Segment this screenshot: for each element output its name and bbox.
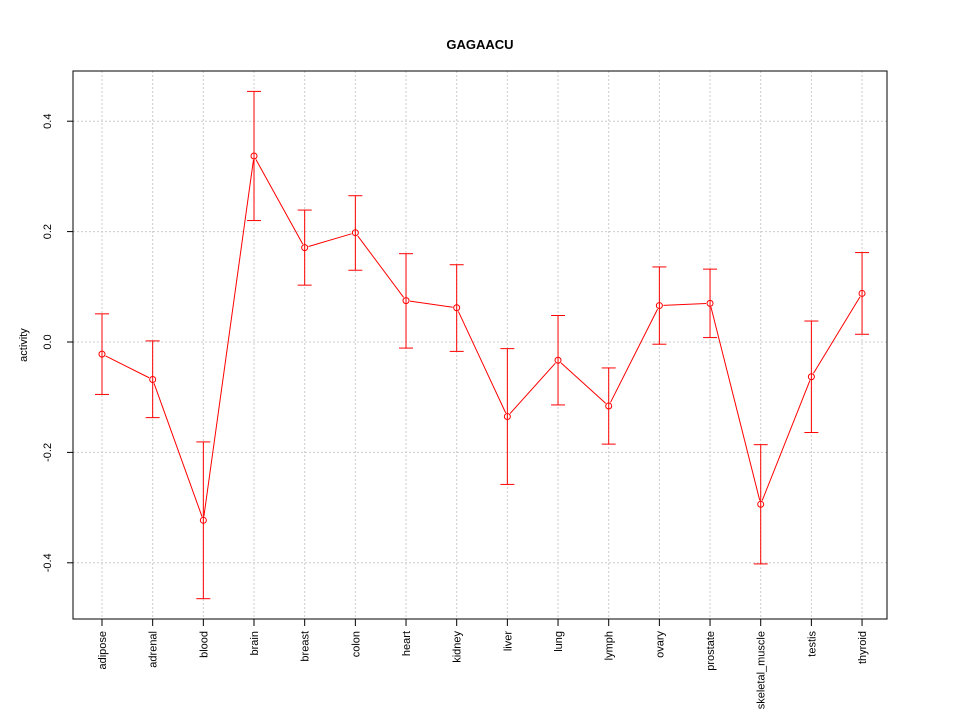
series-line-segment bbox=[663, 303, 707, 306]
series-line-segment bbox=[357, 235, 405, 298]
x-tick-label: lymph bbox=[604, 631, 616, 660]
series-line-segment bbox=[105, 355, 150, 379]
data-point bbox=[807, 373, 815, 381]
y-tick-label: -0.2 bbox=[42, 443, 54, 462]
x-tick-label: prostate bbox=[705, 631, 717, 671]
data-point bbox=[706, 299, 714, 307]
x-tick-label: colon bbox=[350, 631, 362, 657]
series-line-segment bbox=[761, 380, 811, 501]
x-tick-label: breast bbox=[300, 631, 312, 662]
y-axis: -0.4 -0.2 0.0 0.2 0.4 bbox=[42, 114, 73, 572]
x-tick-label: lung bbox=[553, 631, 565, 652]
data-point bbox=[351, 229, 359, 237]
x-tick-label: adipose bbox=[97, 631, 109, 670]
y-tick-label: 0.0 bbox=[42, 334, 54, 349]
series-line-segment bbox=[153, 383, 203, 517]
y-axis-label: activity bbox=[18, 328, 30, 362]
data-point bbox=[453, 304, 461, 312]
data-point bbox=[98, 350, 106, 358]
plot-frame bbox=[72, 70, 888, 620]
x-axis: adipose adrenal blood brain breast colon heart… bbox=[97, 619, 869, 709]
y-tick-label: -0.4 bbox=[42, 553, 54, 572]
series-line-segment bbox=[457, 311, 507, 414]
data-series bbox=[95, 90, 870, 600]
x-tick-label: kidney bbox=[452, 631, 464, 663]
y-tick-label: 0.2 bbox=[42, 224, 54, 239]
series-line-segment bbox=[203, 159, 254, 517]
x-tick-label: heart bbox=[401, 631, 413, 656]
data-point bbox=[655, 302, 663, 310]
x-tick-label: adrenal bbox=[148, 631, 160, 668]
data-point bbox=[605, 402, 613, 410]
y-tick-label: 0.4 bbox=[42, 114, 54, 129]
chart-title: GAGAACU bbox=[446, 37, 513, 52]
x-tick-label: liver bbox=[502, 631, 514, 652]
x-tick-label: brain bbox=[249, 631, 261, 655]
x-tick-label: blood bbox=[198, 631, 210, 658]
grid bbox=[73, 71, 887, 619]
data-point bbox=[554, 356, 562, 364]
series-line-segment bbox=[409, 300, 453, 308]
data-point bbox=[250, 152, 258, 160]
series-line-segment bbox=[255, 159, 304, 245]
data-point bbox=[301, 244, 309, 252]
series-line-segment bbox=[560, 362, 607, 404]
data-point bbox=[149, 376, 157, 384]
series-line-segment bbox=[509, 362, 556, 414]
x-tick-label: testis bbox=[806, 631, 818, 657]
data-point bbox=[858, 289, 866, 297]
series-line-segment bbox=[610, 308, 659, 403]
series-line-segment bbox=[308, 233, 352, 247]
data-point bbox=[757, 500, 765, 508]
data-point bbox=[402, 297, 410, 305]
x-tick-label: ovary bbox=[654, 631, 666, 658]
x-tick-label: thyroid bbox=[857, 631, 869, 664]
data-point bbox=[199, 516, 207, 524]
data-point bbox=[503, 413, 511, 421]
series-line-segment bbox=[813, 296, 861, 374]
series-line-segment bbox=[710, 307, 761, 501]
x-tick-label: skeletal_muscle bbox=[756, 631, 768, 709]
